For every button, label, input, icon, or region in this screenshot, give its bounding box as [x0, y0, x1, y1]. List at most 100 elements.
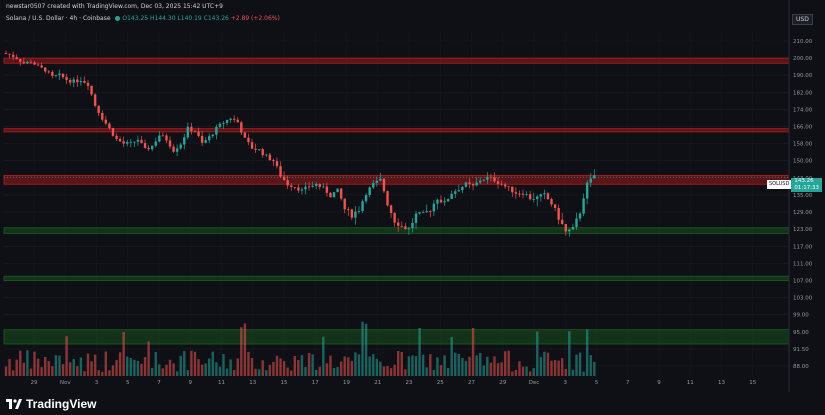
candle-body — [208, 136, 211, 141]
volume-bar — [414, 356, 418, 376]
candle-body — [575, 218, 578, 227]
volume-bar — [561, 358, 564, 376]
volume-bar — [122, 331, 125, 376]
volume-bar — [193, 351, 197, 376]
volume-bar — [51, 366, 54, 376]
candle-body — [97, 105, 100, 113]
volume-bar — [133, 359, 136, 376]
volume-bar — [265, 370, 268, 376]
candle-body — [257, 149, 261, 150]
volume-bar — [421, 354, 425, 376]
price-tick-label: 182.00 — [793, 90, 813, 96]
volume-bar — [47, 361, 50, 376]
candle-body — [8, 53, 11, 55]
time-tick-label: 3 — [564, 380, 568, 386]
volume-bar — [197, 359, 200, 376]
volume-bar — [261, 360, 264, 376]
volume-bar — [564, 368, 567, 376]
volume-bar — [93, 354, 97, 376]
time-tick-label: 29 — [31, 380, 38, 386]
volume-bar — [129, 358, 132, 376]
volume-bar — [4, 366, 8, 376]
time-tick-label: 13 — [718, 380, 725, 386]
volume-bar — [154, 352, 157, 376]
time-tick-label: 29 — [499, 380, 506, 386]
candle-body — [585, 182, 589, 199]
volume-bar — [300, 355, 304, 376]
volume-bar — [293, 356, 297, 376]
volume-bar — [158, 364, 161, 376]
candle-body — [364, 194, 368, 202]
time-tick-label: 23 — [406, 380, 413, 386]
candle-body — [300, 189, 304, 191]
candle-body — [47, 71, 50, 73]
price-axis[interactable]: 210.00 200.00 190.00 182.00 174.00 166.00 158.… — [793, 39, 813, 370]
red-zone — [3, 57, 790, 64]
candle-body — [136, 139, 140, 142]
volume-bar — [250, 358, 254, 376]
volume-bar — [115, 360, 118, 376]
volume-bar — [507, 350, 510, 376]
volume-bars — [4, 321, 596, 376]
tradingview-mark-icon — [6, 399, 22, 409]
price-change: +2.89 (+2.06%) — [230, 15, 280, 22]
volume-bar — [454, 352, 457, 376]
candle-body — [329, 192, 332, 198]
currency-label[interactable]: USD — [792, 14, 813, 25]
price-tick-label: 99.00 — [793, 313, 809, 319]
green-zone — [3, 329, 790, 345]
candle-body — [254, 148, 257, 150]
candle-body — [318, 183, 321, 187]
candle-body — [343, 198, 346, 210]
candle-body — [168, 140, 172, 147]
candle-body — [22, 61, 26, 64]
time-tick-label: Nov — [60, 380, 71, 386]
candle-body — [186, 126, 190, 138]
volume-bar — [468, 356, 471, 376]
candle-body — [40, 65, 43, 68]
symbol-legend[interactable]: Solana / U.S. Dollar · 4h · Coinbase O14… — [6, 15, 280, 22]
volume-bar — [589, 355, 592, 376]
candle-body — [468, 182, 471, 185]
candle-body — [500, 183, 503, 185]
volume-bar — [22, 362, 26, 376]
candle-body — [4, 52, 8, 54]
candle-body — [336, 188, 339, 193]
volume-bar — [68, 362, 72, 376]
candle-body — [421, 212, 425, 213]
time-tick-label: 15 — [749, 380, 756, 386]
volume-bar — [54, 355, 58, 376]
time-tick-label: 27 — [468, 380, 475, 386]
candle-body — [429, 211, 432, 212]
volume-bar — [76, 366, 79, 376]
volume-bar — [136, 360, 140, 376]
candle-body — [486, 176, 489, 180]
volume-bar — [40, 367, 43, 376]
time-tick-label: 15 — [281, 380, 288, 386]
volume-bar — [439, 365, 443, 376]
volume-bar — [339, 361, 343, 376]
candle-body — [332, 192, 336, 198]
price-tick-label: 95.00 — [793, 330, 809, 336]
volume-bar — [204, 363, 207, 376]
volume-bar — [518, 361, 521, 376]
candle-body — [232, 118, 236, 120]
volume-bar — [436, 357, 439, 376]
price-tick-label: 200.00 — [793, 56, 813, 62]
volume-bar — [97, 370, 100, 376]
candle-body — [122, 141, 125, 144]
candle-body — [58, 73, 61, 76]
volume-bar — [172, 363, 175, 376]
time-tick-label: 11 — [687, 380, 694, 386]
volume-bar — [514, 369, 518, 376]
time-axis[interactable]: 29 Nov 3 5 7 9 11 13 15 17 19 21 23 25 27 29 Dec 3 5 7 9 11 13… — [31, 380, 757, 386]
candle-body — [179, 144, 182, 149]
price-tick-label: 150.00 — [793, 159, 813, 165]
volume-bar — [322, 336, 325, 376]
candle-body — [368, 187, 371, 195]
candle-body — [322, 186, 325, 188]
candle-body — [375, 180, 379, 183]
volume-bar — [118, 352, 122, 376]
price-chart[interactable]: 210.00 200.00 190.00 182.00 174.00 166.00 158.… — [0, 0, 825, 392]
candle-body — [518, 193, 521, 195]
